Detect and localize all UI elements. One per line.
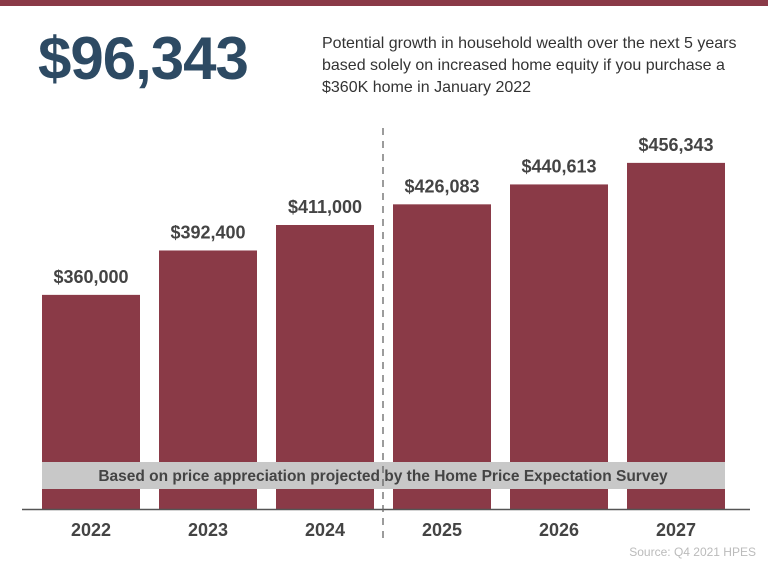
x-tick-label-2022: 2022 [71,520,111,540]
bar-2027 [627,162,725,509]
x-tick-label-2026: 2026 [539,520,579,540]
note-band-text: Based on price appreciation projected by… [98,468,668,485]
data-label-2022: $360,000 [53,267,128,287]
data-label-2023: $392,400 [170,222,245,242]
bar-2024 [276,224,374,509]
x-tick-label-2023: 2023 [188,520,228,540]
bar-2026 [510,184,608,509]
data-label-2027: $456,343 [638,135,713,155]
top-bar [0,0,768,6]
headline-value: $96,343 [38,25,249,92]
data-label-2026: $440,613 [521,156,596,176]
data-label-2025: $426,083 [404,176,479,196]
x-tick-label-2025: 2025 [422,520,462,540]
data-label-2024: $411,000 [288,197,362,217]
bar-2025 [393,204,491,509]
x-tick-label-2027: 2027 [656,520,696,540]
headline-description: Potential growth in household wealth ove… [322,35,737,96]
source-note: Source: Q4 2021 HPES [629,545,756,559]
x-tick-label-2024: 2024 [305,520,345,540]
